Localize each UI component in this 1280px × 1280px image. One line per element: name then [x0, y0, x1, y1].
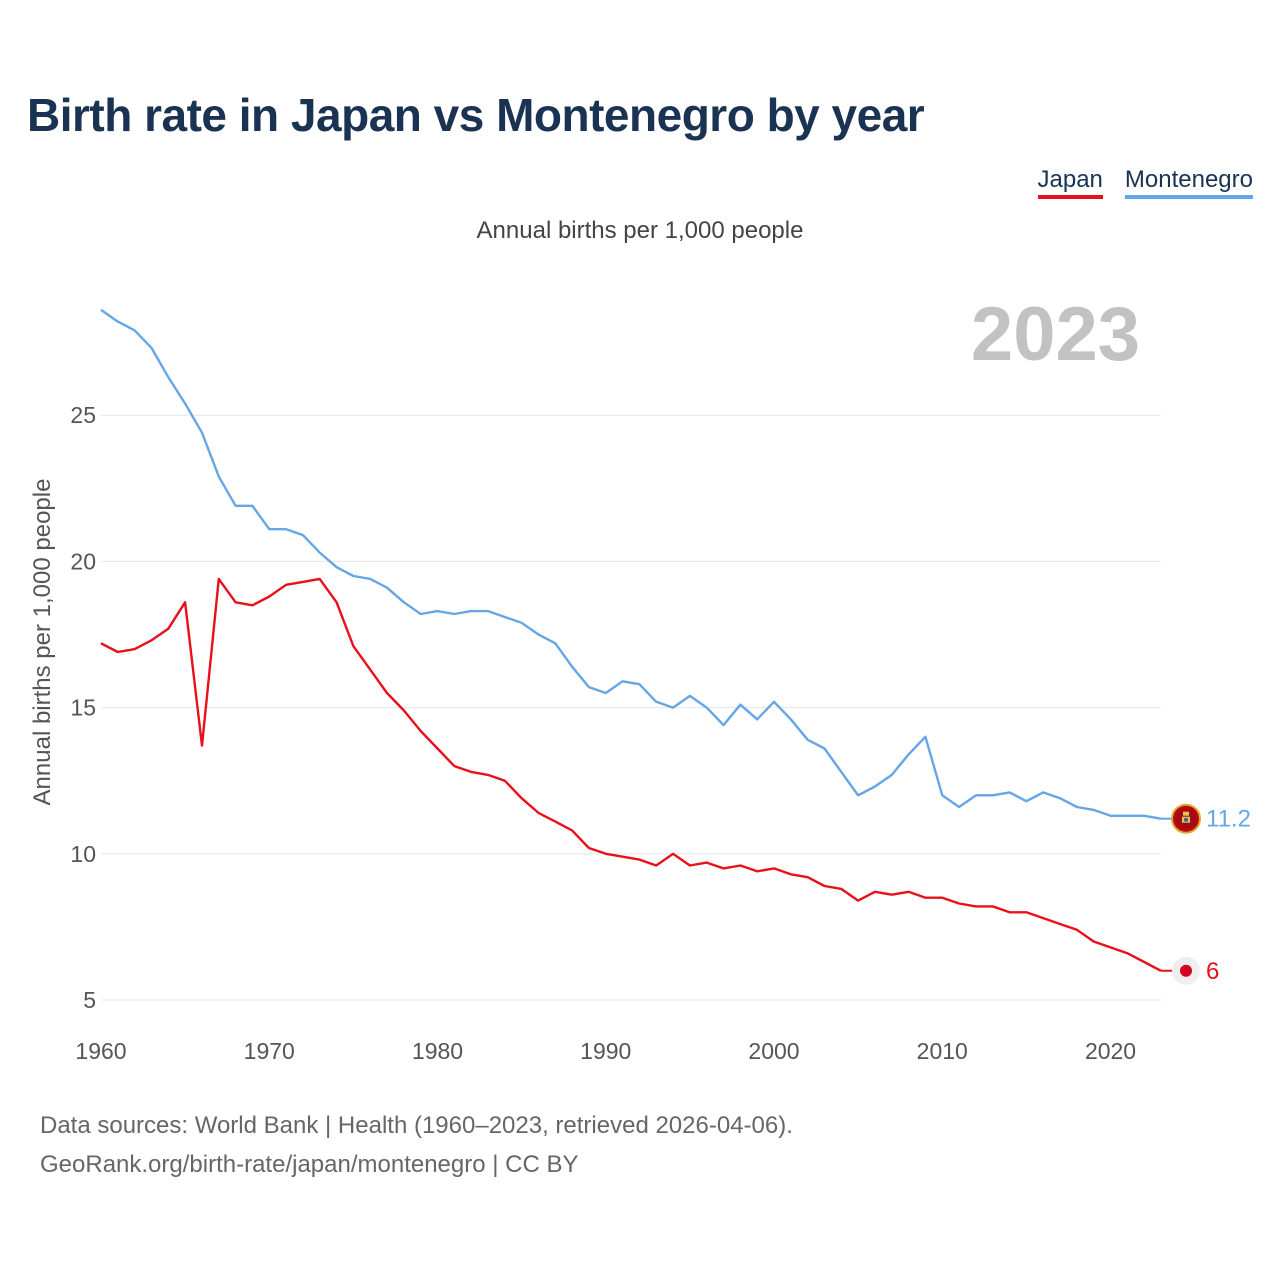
data-source: Data sources: World Bank | Health (1960–… [40, 1106, 793, 1184]
end-label-montenegro: 11.2 [1206, 806, 1251, 833]
legend-item-japan[interactable]: Japan [1037, 166, 1103, 199]
legend-item-montenegro[interactable]: Montenegro [1124, 166, 1253, 199]
y-tick-label: 5 [83, 987, 96, 1013]
y-tick-label: 10 [70, 841, 96, 867]
x-tick-label: 1970 [244, 1038, 295, 1064]
y-axis-label: Annual births per 1,000 people [29, 479, 56, 806]
end-label-japan: 6 [1206, 958, 1219, 985]
x-tick-label: 1980 [412, 1038, 463, 1064]
series-lines [100, 308, 1162, 972]
y-tick-label: 15 [70, 695, 96, 721]
x-tick-label: 1990 [580, 1038, 631, 1064]
x-axis-ticks: 1960 1970 1980 1990 2000 2010 2020 [75, 1038, 1136, 1064]
chart-title: Birth rate in Japan vs Montenegro by yea… [27, 89, 925, 141]
gridlines [101, 414, 1161, 1001]
source-line-2: GeoRank.org/birth-rate/japan/montenegro … [40, 1151, 579, 1178]
source-line-1: Data sources: World Bank | Health (1960–… [40, 1112, 793, 1139]
x-tick-label: 1960 [75, 1038, 126, 1064]
y-tick-label: 25 [70, 402, 96, 428]
series-line-montenegro[interactable] [100, 308, 1162, 820]
series-line-japan[interactable] [100, 577, 1162, 972]
y-axis-ticks: 5 10 15 20 25 [70, 402, 96, 1013]
year-indicator: 2023 [971, 292, 1140, 377]
japan-flag-icon [1172, 956, 1200, 985]
y-tick-label: 20 [70, 548, 96, 574]
end-markers: 611.2 [1161, 803, 1251, 985]
x-tick-label: 2010 [917, 1038, 968, 1064]
chart-subtitle: Annual births per 1,000 people [476, 217, 804, 244]
legend: Japan Montenegro [1037, 166, 1253, 199]
x-tick-label: 2000 [748, 1038, 799, 1064]
montenegro-flag-icon [1171, 803, 1201, 834]
x-tick-label: 2020 [1085, 1038, 1136, 1064]
